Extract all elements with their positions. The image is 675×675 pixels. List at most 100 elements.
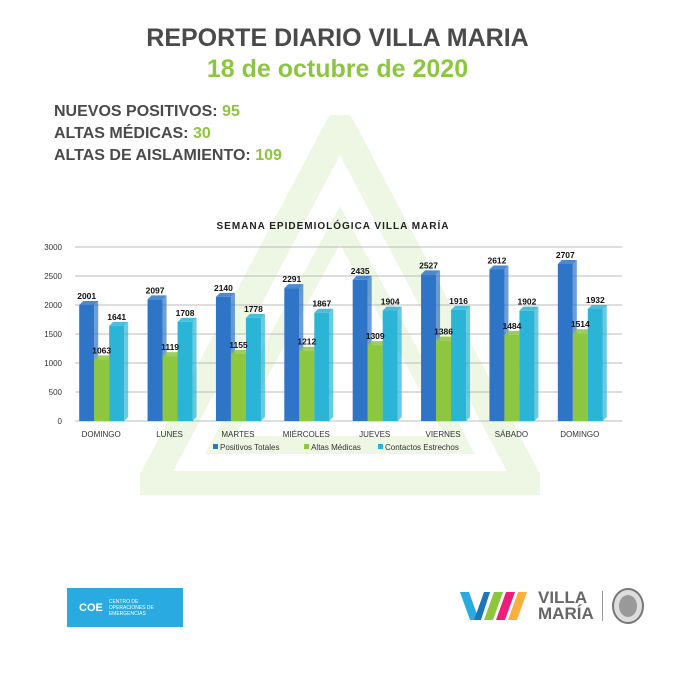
bar-side [602, 304, 607, 421]
bar-top [177, 317, 197, 322]
bar-top [587, 304, 607, 309]
bar [177, 321, 193, 421]
stat-label: ALTAS DE AISLAMIENTO: [54, 147, 251, 164]
stat-value: 109 [255, 147, 282, 164]
bar-top [572, 329, 592, 334]
data-label: 1932 [586, 295, 605, 305]
bar-top [230, 350, 250, 355]
x-tick-label: VIERNES [426, 430, 461, 439]
data-label: 1212 [297, 337, 316, 347]
bar-top [557, 259, 577, 264]
data-label: 1063 [92, 345, 111, 355]
data-label: 1484 [502, 321, 521, 331]
data-label: 2527 [419, 260, 438, 270]
x-tick-label: LUNES [156, 430, 183, 439]
data-label: 2612 [487, 256, 506, 266]
report-title: REPORTE DIARIO VILLA MARIA [146, 24, 529, 52]
y-tick-label: 1500 [44, 330, 62, 339]
data-label: 2097 [146, 285, 165, 295]
bar-top [436, 336, 456, 341]
bar-top [284, 284, 304, 289]
data-label: 2001 [77, 291, 96, 301]
bar-side [397, 306, 402, 421]
bar-top [451, 305, 471, 310]
data-label: 1708 [176, 308, 195, 318]
bar-chart: SEMANA EPIDEMIOLÓGICA VILLA MARÍA 0 500 10… [44, 219, 622, 452]
villa-maria-stripes-icon [460, 592, 527, 620]
y-tick-label: 2000 [44, 301, 62, 310]
bar-top [382, 306, 402, 311]
bar [504, 334, 520, 421]
bar-top [162, 352, 182, 357]
bar-top [489, 265, 509, 270]
data-label: 1641 [107, 312, 126, 322]
bar-top [94, 355, 114, 360]
data-label: 2291 [282, 274, 301, 284]
bar-side [192, 317, 197, 421]
legend-swatch [378, 444, 383, 449]
report-date: 18 de octubre de 2020 [206, 55, 469, 83]
data-label: 1904 [381, 297, 400, 307]
legend-swatch [304, 444, 310, 449]
bar-top [299, 346, 319, 351]
bar [284, 288, 300, 421]
bar-side [534, 306, 539, 421]
bar-top [147, 295, 167, 300]
bar [382, 310, 398, 421]
bar [489, 269, 505, 421]
stat-label: ALTAS MÉDICAS: [54, 125, 189, 142]
bar-top [314, 308, 334, 313]
bar-top [79, 300, 99, 305]
chart-title: SEMANA EPIDEMIOLÓGICA VILLA MARÍA [217, 219, 450, 232]
bar-top [519, 306, 539, 311]
bar-side [329, 308, 334, 421]
bar [557, 263, 573, 421]
bar [451, 309, 467, 421]
data-label: 1119 [161, 342, 179, 352]
bar [245, 317, 261, 421]
data-label: 1309 [366, 331, 385, 341]
bar [352, 279, 368, 421]
data-label: 1902 [517, 297, 536, 307]
x-tick-label: JUEVES [359, 430, 390, 439]
bar [162, 356, 178, 421]
bar [79, 304, 95, 421]
data-label: 1514 [571, 319, 590, 329]
bar-top [504, 330, 524, 335]
data-label: 1916 [449, 296, 468, 306]
legend-label: Contactos Estrechos [385, 443, 459, 452]
bar [94, 359, 110, 421]
coe-abbr: COE [79, 601, 103, 614]
bar-side [260, 313, 265, 421]
bar-top [421, 270, 441, 275]
stat-medical-discharges: ALTAS MÉDICAS: 30 [54, 125, 211, 143]
stat-new-positives: NUEVOS POSITIVOS: 95 [54, 103, 240, 121]
legend-label: Altas Médicas [311, 443, 361, 452]
data-label: 1778 [244, 304, 263, 314]
data-label: 2140 [214, 283, 233, 293]
bar [299, 350, 315, 421]
y-tick-label: 500 [49, 388, 63, 397]
x-tick-label: DOMINGO [560, 430, 599, 439]
bar-side [466, 305, 471, 421]
stat-value: 30 [192, 125, 211, 142]
bar [367, 345, 383, 421]
data-label: 1386 [434, 327, 453, 337]
bar [109, 325, 125, 421]
x-tick-label: DOMINGO [82, 430, 121, 439]
bar [519, 310, 535, 421]
city-line1: VILLA [538, 588, 588, 607]
data-label: 1867 [312, 299, 331, 309]
x-tick-label: MARTES [221, 430, 254, 439]
coe-name: CENTRO DE OPERACIONES DE EMERGENCIAS [108, 598, 154, 617]
bar [572, 333, 588, 421]
bar-top [352, 275, 372, 280]
city-seal-icon [611, 588, 644, 624]
legend-swatch [213, 444, 218, 449]
coe-logo: COE CENTRO DE OPERACIONES DE EMERGENCIAS [67, 588, 183, 627]
bar [587, 308, 603, 421]
x-tick-label: SÁBADO [495, 430, 528, 439]
city-name: VILLA MARÍA [538, 588, 594, 622]
y-tick-label: 2500 [44, 272, 62, 281]
bar-side [124, 321, 129, 421]
